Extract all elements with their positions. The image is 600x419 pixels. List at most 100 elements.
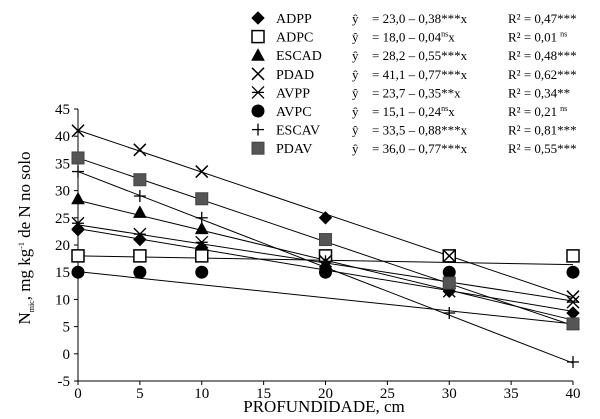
- point-avpc: [195, 265, 209, 279]
- legend-equation-avpc: = 15,1 – 0,24nsx: [372, 104, 455, 119]
- legend-r2-pdav: R² = 0,55***: [508, 141, 577, 156]
- y-tick-label: 35: [55, 156, 70, 172]
- y-tick-label: 5: [63, 320, 71, 336]
- point-pdad: [566, 290, 580, 304]
- y-axis-title-sub: mic: [27, 300, 36, 312]
- legend-r2-adpp: R² = 0,47***: [508, 11, 577, 26]
- x-tick-label: 15: [256, 386, 271, 402]
- point-escav: [443, 307, 456, 319]
- y-axis-title-sup: -1: [17, 242, 26, 249]
- y-tick-label: 20: [55, 238, 70, 254]
- point-avpc: [319, 265, 332, 279]
- point-escav: [319, 255, 332, 268]
- point-escav: [133, 190, 146, 203]
- legend-marker-adpc: [251, 29, 265, 44]
- y-axis-title-rest-1: , mg kg: [15, 248, 34, 300]
- x-tick-label: 35: [504, 386, 519, 402]
- point-escad: [194, 221, 209, 235]
- regression-line-avpc: [77, 271, 574, 325]
- y-tick-label: -5: [58, 374, 71, 390]
- legend-r2-escav: R² = 0,81***: [508, 123, 577, 138]
- data-points: [71, 124, 580, 368]
- legend-marker-pdad: [251, 67, 265, 81]
- point-avpp: [566, 295, 580, 309]
- point-pdav: [133, 173, 147, 187]
- legend-equation-escav: = 33,5 – 0,88***x: [372, 123, 468, 138]
- legend-label-escad: ESCAD: [276, 49, 322, 64]
- legend-marker-adpp: [251, 11, 265, 25]
- point-pdad: [195, 165, 209, 179]
- point-avpc: [442, 265, 456, 279]
- legend-label-pdad: PDAD: [276, 68, 314, 83]
- x-tick-label: 30: [442, 386, 457, 402]
- legend-yhat-pdad: ŷ: [352, 67, 359, 82]
- legend-yhat-adpp: ŷ: [352, 11, 359, 26]
- point-pdav: [195, 192, 209, 206]
- legend-label-adpp: ADPP: [276, 12, 312, 27]
- y-axis-title-main: N: [15, 312, 34, 324]
- legend-equation-avpp: = 23,7 – 0,35**x: [372, 85, 461, 100]
- y-axis-title: Nmic, mg kg-1 de N no solo: [15, 151, 36, 324]
- legend-equation-pdav: = 36,0 – 0,77***x: [372, 141, 468, 156]
- legend-yhat-adpc: ŷ: [352, 30, 359, 45]
- legend-equation-adpc: = 18,0 – 0,04nsx: [372, 30, 455, 45]
- legend-marker-escad: [251, 48, 265, 61]
- legend-yhat-escad: ŷ: [352, 48, 359, 63]
- y-tick-label: 15: [55, 265, 70, 281]
- legend-equation-adpp: = 23,0 – 0,38***x: [372, 11, 468, 26]
- point-adpc: [133, 249, 147, 263]
- point-pdav: [566, 317, 580, 331]
- point-escav: [567, 355, 579, 368]
- point-avpp: [195, 235, 209, 249]
- legend-label-pdav: PDAV: [276, 142, 312, 157]
- legend-r2-avpp: R² = 0,34**: [508, 85, 570, 100]
- point-adpc: [566, 249, 580, 263]
- point-pdav: [71, 151, 85, 165]
- point-pdav: [442, 276, 456, 290]
- y-tick-label: 10: [55, 292, 70, 308]
- point-pdad: [71, 124, 85, 138]
- legend-equation-escad: = 28,2 – 0,55***x: [372, 48, 468, 63]
- y-tick-label: 40: [55, 129, 70, 145]
- legend-r2-adpc: R² = 0,01 ns: [508, 30, 567, 45]
- legend-yhat-avpc: ŷ: [352, 104, 359, 119]
- point-adpc: [71, 249, 85, 263]
- legend-yhat-escav: ŷ: [352, 123, 359, 138]
- legend-label-escav: ESCAV: [276, 124, 320, 139]
- x-tick-label: 25: [380, 386, 395, 402]
- legend: ADPP ŷ = 23,0 – 0,38***x R² = 0,47*** ADPC ŷ =…: [251, 11, 577, 157]
- point-adpp: [318, 211, 333, 225]
- y-tick-label: 0: [63, 347, 71, 363]
- point-avpc: [71, 265, 85, 279]
- x-tick-label: 5: [136, 386, 144, 402]
- regression-lines: [77, 129, 574, 364]
- legend-r2-pdad: R² = 0,62***: [508, 67, 577, 82]
- legend-label-adpc: ADPC: [276, 31, 313, 46]
- legend-r2-escad: R² = 0,48***: [508, 48, 577, 63]
- legend-marker-avpp: [251, 85, 265, 99]
- point-pdad: [442, 249, 456, 263]
- legend-yhat-avpp: ŷ: [352, 85, 359, 100]
- y-axis-title-rest-2: de N no solo: [15, 151, 34, 242]
- legend-label-avpc: AVPC: [276, 105, 312, 120]
- legend-marker-escav: [252, 123, 264, 136]
- point-escav: [195, 211, 208, 224]
- legend-marker-avpc: [251, 104, 265, 118]
- x-tick-label: 0: [74, 386, 82, 402]
- x-tick-label: 20: [318, 386, 333, 402]
- legend-yhat-pdav: ŷ: [352, 141, 359, 156]
- legend-label-avpp: AVPP: [276, 86, 310, 101]
- point-pdav: [319, 233, 332, 247]
- x-tick-label: 40: [566, 386, 581, 402]
- x-axis-title: PROFUNDIDADE, cm: [243, 397, 405, 416]
- point-escad: [133, 205, 147, 218]
- point-avpp: [133, 227, 147, 241]
- point-pdad: [133, 143, 147, 157]
- y-tick-label: 25: [55, 211, 70, 227]
- point-avpc: [133, 265, 147, 279]
- legend-r2-avpc: R² = 0,21 ns: [508, 104, 567, 119]
- y-tick-label: 45: [55, 102, 70, 118]
- y-tick-label: 30: [55, 184, 70, 200]
